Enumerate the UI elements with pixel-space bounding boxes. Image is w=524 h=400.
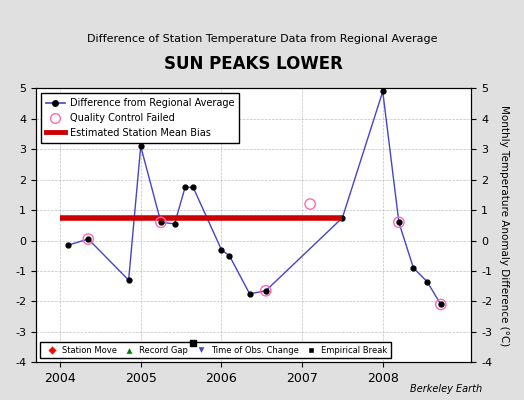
Point <box>84 236 92 242</box>
Point <box>436 301 445 308</box>
Point <box>189 339 198 346</box>
Point <box>157 219 165 226</box>
Point <box>306 201 314 207</box>
Y-axis label: Monthly Temperature Anomaly Difference (°C): Monthly Temperature Anomaly Difference (… <box>499 105 509 346</box>
Legend: Station Move, Record Gap, Time of Obs. Change, Empirical Break: Station Move, Record Gap, Time of Obs. C… <box>40 342 390 358</box>
Text: Berkeley Earth: Berkeley Earth <box>410 384 482 394</box>
Text: Difference of Station Temperature Data from Regional Average: Difference of Station Temperature Data f… <box>87 34 437 44</box>
Point <box>261 288 270 294</box>
Title: SUN PEAKS LOWER: SUN PEAKS LOWER <box>164 55 343 73</box>
Point <box>395 219 403 226</box>
